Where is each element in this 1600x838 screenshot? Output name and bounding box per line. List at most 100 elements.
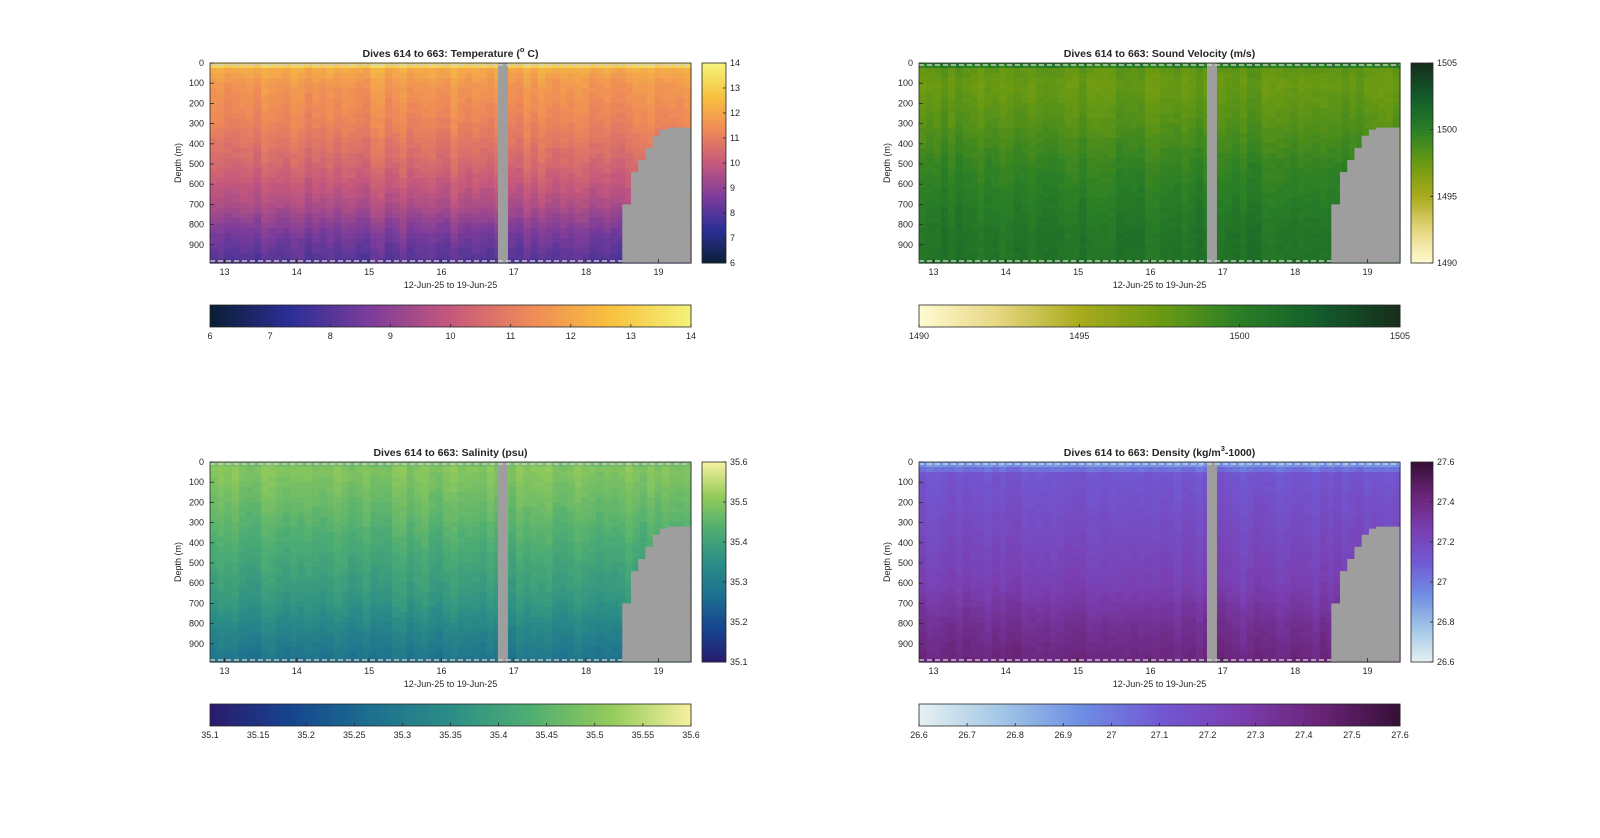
heatmap-cell (1079, 198, 1088, 204)
heatmap-cell (970, 208, 978, 214)
heatmap-cell (1297, 73, 1306, 79)
heatmap-cell (275, 213, 284, 219)
heatmap-cell (1057, 133, 1066, 139)
heatmap-cell (1166, 128, 1175, 134)
heatmap-cell (991, 248, 1000, 254)
heatmap-cell (1166, 188, 1175, 194)
heatmap-cell (392, 123, 401, 129)
heatmap-cell (1006, 73, 1015, 79)
heatmap-cell (1028, 73, 1037, 79)
heatmap-cell (333, 243, 342, 249)
heatmap-cell (457, 218, 466, 224)
heatmap-cell (618, 158, 627, 164)
heatmap-cell (1123, 238, 1131, 244)
heatmap-cell (1144, 258, 1153, 264)
heatmap-cell (261, 158, 269, 164)
heatmap-cell (1130, 78, 1139, 84)
heatmap-cell (1072, 73, 1080, 79)
heatmap-cell (333, 208, 342, 214)
heatmap-cell (479, 103, 488, 109)
heatmap-cell (1246, 138, 1255, 144)
heatmap-cell (940, 128, 949, 134)
heatmap-cell (392, 103, 401, 109)
heatmap-cell (428, 143, 437, 149)
heatmap-cell (1261, 113, 1270, 119)
heatmap-cell (1144, 253, 1153, 259)
heatmap-cell (1137, 173, 1146, 179)
heatmap-cell (999, 193, 1008, 199)
heatmap-cell (999, 153, 1008, 159)
heatmap-cell (559, 158, 568, 164)
heatmap-cell (239, 123, 248, 129)
heatmap-cell (1072, 203, 1080, 209)
heatmap-cell (1021, 233, 1029, 239)
heatmap-cell (435, 138, 444, 144)
heatmap-cell (246, 98, 255, 104)
heatmap-cell (1050, 108, 1059, 114)
heatmap-cell (1174, 128, 1182, 134)
heatmap-cell (1290, 68, 1299, 74)
heatmap-cell (435, 68, 444, 74)
heatmap-cell (253, 233, 262, 239)
heatmap-cell (268, 103, 277, 109)
heatmap-cell (1297, 68, 1306, 74)
heatmap-cell (421, 158, 430, 164)
heatmap-cell (530, 198, 539, 204)
heatmap-cell (523, 193, 532, 199)
heatmap-cell (970, 253, 978, 259)
heatmap-cell (955, 113, 964, 119)
heatmap-cell (1217, 143, 1226, 149)
heatmap-cell (1261, 193, 1270, 199)
heatmap-cell (962, 228, 971, 234)
heatmap-cell (1057, 193, 1066, 199)
heatmap-cell (552, 148, 561, 154)
heatmap-cell (625, 138, 634, 144)
heatmap-cell (370, 223, 379, 229)
heatmap-cell (1217, 113, 1226, 119)
heatmap-cell (991, 153, 1000, 159)
heatmap-cell (567, 223, 575, 229)
colorbar-segment (274, 305, 279, 327)
heatmap-cell (610, 118, 619, 124)
heatmap-cell (632, 93, 641, 99)
heatmap-cell (669, 98, 678, 104)
heatmap-cell (1130, 83, 1139, 89)
heatmap-cell (428, 248, 437, 254)
colorbar-segment (282, 305, 287, 327)
heatmap-cell (1006, 173, 1015, 179)
heatmap-cell (1144, 173, 1153, 179)
colorbar-segment (702, 149, 726, 154)
heatmap-cell (977, 238, 986, 244)
heatmap-cell (1254, 248, 1263, 254)
heatmap-cell (1086, 118, 1095, 124)
heatmap-cell (1166, 233, 1175, 239)
heatmap-cell (1166, 248, 1175, 254)
heatmap-cell (377, 203, 386, 209)
heatmap-cell (1035, 178, 1044, 184)
heatmap-cell (465, 163, 473, 169)
chart-title-superscript: o (520, 45, 525, 54)
heatmap-cell (363, 168, 371, 174)
heatmap-cell (508, 63, 517, 69)
heatmap-cell (1050, 243, 1059, 249)
colorbar-tick-label: 7 (730, 233, 735, 243)
heatmap-cell (290, 158, 299, 164)
heatmap-cell (326, 108, 335, 114)
heatmap-cell (1042, 248, 1051, 254)
heatmap-cell (581, 223, 590, 229)
heatmap-cell (333, 248, 342, 254)
heatmap-cell (355, 198, 364, 204)
heatmap-cell (632, 143, 641, 149)
heatmap-cell (1086, 163, 1095, 169)
heatmap-cell (1217, 88, 1226, 94)
heatmap-cell (231, 73, 240, 79)
heatmap-cell (596, 238, 605, 244)
heatmap-cell (552, 173, 561, 179)
heatmap-cell (537, 153, 546, 159)
heatmap-cell (984, 213, 993, 219)
heatmap-cell (1144, 133, 1153, 139)
heatmap-cell (1290, 103, 1299, 109)
heatmap-cell (1144, 208, 1153, 214)
heatmap-cell (559, 178, 568, 184)
heatmap-cell (457, 68, 466, 74)
